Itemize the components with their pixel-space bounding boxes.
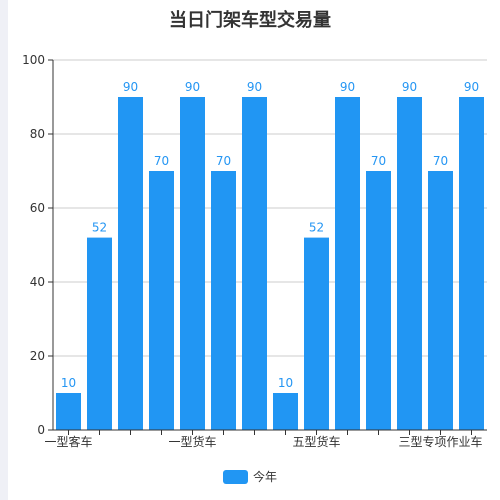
legend-swatch [222,469,248,484]
bar [118,97,143,430]
legend-label: 今年 [252,470,277,484]
bar [366,171,391,430]
bar [180,97,205,430]
y-tick-label: 60 [30,201,45,215]
bar-value-label: 90 [340,80,355,94]
bar [335,97,360,430]
bar-value-label: 70 [433,154,448,168]
y-tick-label: 0 [37,423,45,437]
bar [304,237,329,430]
bar [397,97,422,430]
y-tick-label: 20 [30,349,45,363]
x-tick-label: 五型货车 [292,434,340,449]
bar-value-label: 52 [309,221,324,235]
bar-value-label: 90 [247,80,262,94]
bar [87,237,112,430]
left-edge-strip [0,0,8,500]
bar-value-label: 90 [402,80,417,94]
axes [52,60,487,431]
y-axis-ticks: 0 20 40 60 80 100 [22,53,53,437]
bar-value-label: 70 [371,154,386,168]
bar [149,171,174,430]
bars [56,97,484,430]
bar-value-label: 90 [464,80,479,94]
bar [459,97,484,430]
legend[interactable]: 今年 [0,468,500,485]
bar-value-label: 90 [123,80,138,94]
x-tick-label: 一型客车 [44,434,92,449]
x-tick-label: 三型专项作业车 [398,434,482,449]
bar-value-label: 70 [216,154,231,168]
bar [56,393,81,430]
y-tick-label: 100 [22,53,45,67]
bar-value-label: 10 [61,376,76,390]
bar [428,171,453,430]
x-tick-label: 一型货车 [168,434,216,449]
bar-value-labels: 10 52 90 70 90 70 90 10 52 90 70 90 70 90 [61,80,479,390]
bar [211,171,236,430]
x-axis-ticks: 一型客车 一型货车 五型货车 三型专项作业车 [44,430,483,449]
bar-value-label: 70 [154,154,169,168]
bar-value-label: 10 [278,376,293,390]
bar [242,97,267,430]
bar [273,393,298,430]
chart-title: 当日门架车型交易量 [169,10,331,31]
bar-value-label: 52 [92,221,107,235]
y-tick-label: 40 [30,275,45,289]
y-tick-label: 80 [30,127,45,141]
bar-value-label: 90 [185,80,200,94]
